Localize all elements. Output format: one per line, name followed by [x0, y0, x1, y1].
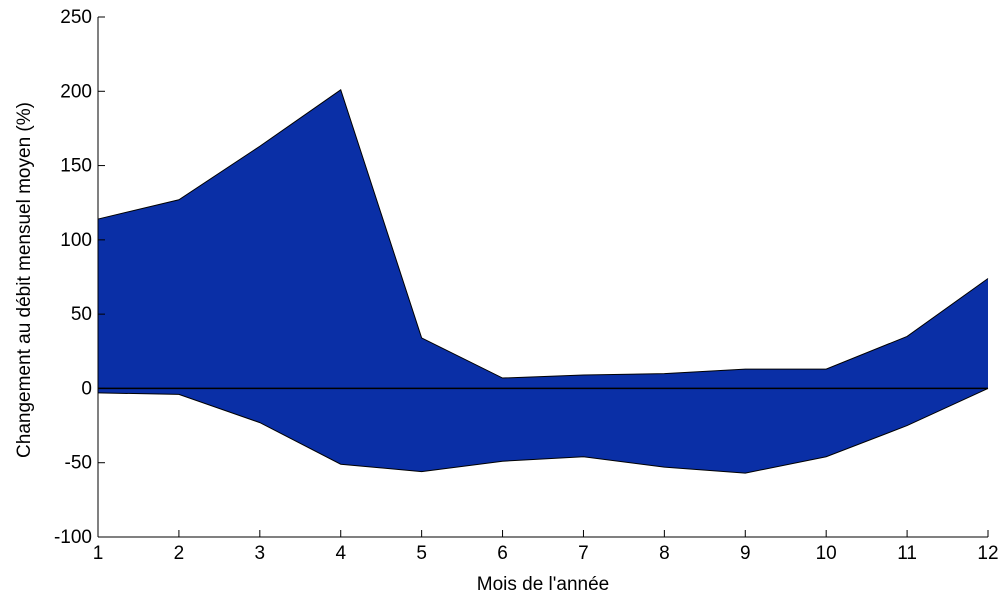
lower-bound-line	[97, 387, 989, 474]
band-area	[98, 89, 988, 474]
band-fill-layer	[98, 89, 988, 474]
x-tick-label: 12	[977, 543, 998, 564]
x-tick-label: 6	[497, 543, 508, 564]
y-axis-label: Changement au débit mensuel moyen (%)	[14, 102, 35, 458]
y-tick-label: 50	[71, 304, 92, 325]
x-tick-label: 3	[255, 543, 266, 564]
upper-bound-line	[97, 89, 989, 379]
y-tick-label: 100	[60, 230, 92, 251]
x-tick-label: 7	[578, 543, 589, 564]
x-tick-label: 11	[897, 543, 917, 564]
x-tick-label: 2	[174, 543, 185, 564]
x-axis-ticks: 1 2 3 4 5 6 7 8 9 10 11 12	[93, 530, 999, 564]
y-axis-ticks: -100 -50 0 50 100 150 200 250	[54, 7, 105, 548]
y-tick-label: 250	[60, 7, 92, 28]
x-tick-label: 10	[816, 543, 837, 564]
series-line-layer	[97, 89, 989, 474]
x-tick-label: 1	[93, 543, 104, 564]
y-tick-label: 0	[81, 378, 92, 399]
x-tick-label: 5	[416, 543, 427, 564]
y-tick-label: -50	[65, 453, 92, 474]
x-axis-label: Mois de l'année	[477, 574, 610, 595]
x-tick-label: 8	[659, 543, 670, 564]
x-tick-label: 9	[740, 543, 751, 564]
y-tick-label: 200	[60, 81, 92, 102]
x-tick-label: 4	[335, 543, 346, 564]
axes	[97, 17, 988, 538]
y-tick-label: 150	[60, 156, 92, 177]
y-tick-label: -100	[54, 527, 92, 548]
